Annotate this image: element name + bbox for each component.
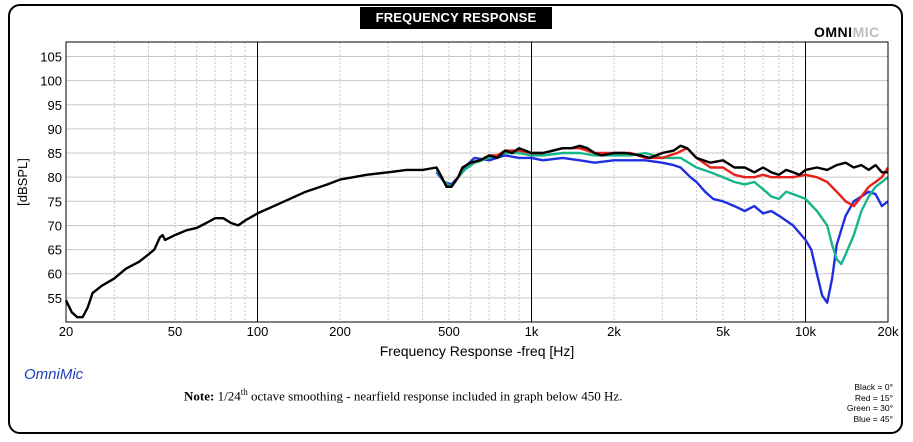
- legend-item-black: Black = 0°: [854, 382, 893, 392]
- logo-part1: OMNI: [814, 24, 853, 40]
- series-layer: [64, 144, 890, 319]
- smoothing-note: Note: 1/24th octave smoothing - nearfiel…: [184, 387, 622, 404]
- x-tick-label: 1k: [525, 324, 539, 339]
- note-smoothing: 1/24: [217, 388, 241, 404]
- note-text: octave smoothing - nearfield response in…: [247, 388, 623, 404]
- y-tick-label: 100: [40, 74, 62, 89]
- series-line: [435, 154, 889, 304]
- legend-item-blue: Blue = 45°: [853, 413, 893, 424]
- y-tick-label: 85: [48, 146, 62, 161]
- omnimic-brand-label: OmniMic: [24, 366, 84, 383]
- x-tick-labels: 20 50 100 200 500 1k 2k 5k 10k 20k: [59, 324, 899, 339]
- y-tick-label: 70: [48, 218, 62, 233]
- x-axis-label: Frequency Response -freq [Hz]: [380, 343, 575, 359]
- x-tick-label: 50: [168, 324, 182, 339]
- grid-major: [257, 42, 807, 322]
- y-tick-label: 80: [48, 170, 62, 185]
- x-tick-label: 20k: [878, 324, 899, 339]
- y-tick-labels: 55 60 65 70 75 80 85 90 95 100 105: [40, 49, 62, 305]
- y-tick-label: 75: [48, 194, 62, 209]
- series-line: [435, 151, 889, 266]
- omnimic-logo: OMNIMIC: [814, 24, 880, 40]
- y-tick-label: 95: [48, 98, 62, 113]
- x-tick-label: 5k: [716, 324, 730, 339]
- x-tick-label: 500: [438, 324, 460, 339]
- x-tick-label: 20: [59, 324, 73, 339]
- x-tick-label: 100: [247, 324, 269, 339]
- y-axis-label: [dBSPL]: [15, 158, 30, 206]
- logo-part2: MIC: [852, 24, 880, 40]
- y-tick-label: 55: [48, 291, 62, 306]
- plot-border: [65, 41, 889, 323]
- chart-title: FREQUENCY RESPONSE: [360, 7, 552, 29]
- y-tick-label: 105: [40, 49, 62, 64]
- x-tick-label: 2k: [607, 324, 621, 339]
- x-tick-label: 200: [329, 324, 351, 339]
- chart-frame: [8, 4, 903, 434]
- legend: Black = 0° Red = 15° Green = 30° Blue = …: [847, 382, 893, 424]
- note-prefix: Note:: [184, 388, 215, 404]
- grid-minor: [66, 42, 888, 322]
- legend-item-red: Red = 15°: [854, 392, 893, 403]
- x-tick-label: 10k: [795, 324, 816, 339]
- note-superscript: th: [240, 387, 248, 397]
- y-tick-label: 90: [48, 122, 62, 137]
- series-line: [64, 144, 888, 319]
- y-tick-label: 60: [48, 267, 62, 282]
- legend-item-green: Green = 30°: [846, 403, 893, 413]
- y-tick-label: 65: [48, 243, 62, 258]
